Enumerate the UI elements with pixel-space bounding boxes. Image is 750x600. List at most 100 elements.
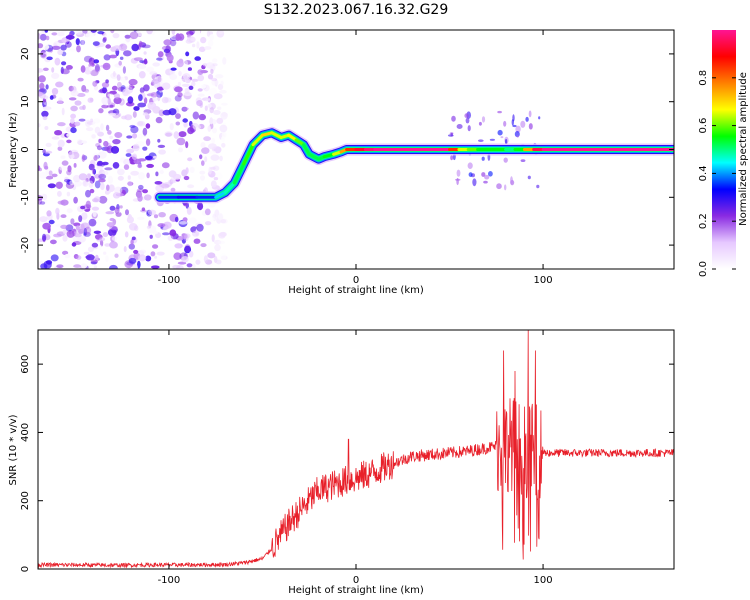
noise-speckle <box>512 124 517 128</box>
noise-speckle <box>66 133 71 137</box>
noise-speckle <box>195 30 201 36</box>
noise-speckle <box>177 261 187 265</box>
noise-speckle <box>144 194 152 201</box>
noise-speckle <box>467 162 473 169</box>
noise-speckle <box>90 69 99 77</box>
noise-speckle <box>61 30 67 33</box>
noise-speckle <box>504 184 507 191</box>
noise-speckle <box>196 223 204 232</box>
noise-speckle <box>213 110 221 115</box>
noise-speckle <box>51 173 58 178</box>
noise-speckle <box>152 230 159 235</box>
noise-speckle <box>520 159 526 163</box>
noise-speckle <box>456 124 463 129</box>
noise-speckle <box>99 88 108 93</box>
noise-speckle <box>497 129 503 136</box>
noise-speckle <box>169 229 177 237</box>
noise-speckle <box>200 142 206 149</box>
noise-speckle <box>503 120 507 127</box>
noise-speckle <box>152 244 159 249</box>
noise-speckle <box>197 93 205 97</box>
noise-speckle <box>219 124 228 133</box>
noise-speckle <box>481 116 486 123</box>
noise-speckle <box>89 188 95 194</box>
noise-speckle <box>197 202 204 211</box>
noise-speckle <box>145 155 153 160</box>
spectrogram-x-tick-label: 0 <box>353 275 359 286</box>
noise-speckle <box>48 219 55 225</box>
noise-speckle <box>451 115 456 122</box>
noise-speckle <box>133 106 140 111</box>
noise-speckle <box>189 120 193 127</box>
noise-speckle <box>93 265 98 269</box>
noise-speckle <box>132 263 138 269</box>
noise-speckle <box>215 74 224 79</box>
noise-speckle <box>124 114 133 121</box>
noise-speckle <box>91 206 100 211</box>
noise-speckle <box>113 93 120 99</box>
noise-speckle <box>129 124 136 128</box>
noise-speckle <box>174 243 183 249</box>
noise-speckle <box>73 174 81 183</box>
noise-speckle <box>204 208 211 216</box>
noise-speckle <box>45 84 49 90</box>
noise-speckle <box>125 209 129 216</box>
noise-speckle <box>197 69 204 75</box>
noise-speckle <box>88 57 96 66</box>
noise-speckle <box>39 33 47 41</box>
noise-speckle <box>55 81 64 88</box>
spectral-ridge-halo <box>153 126 674 204</box>
noise-speckle <box>204 46 212 50</box>
noise-speckle <box>143 58 148 65</box>
noise-speckle <box>111 85 118 91</box>
noise-speckle <box>127 175 131 180</box>
noise-speckle <box>105 124 110 132</box>
noise-speckle <box>100 123 104 131</box>
noise-speckle <box>91 168 96 175</box>
noise-speckle <box>456 169 461 177</box>
noise-speckle <box>86 127 94 132</box>
noise-speckle <box>61 160 69 166</box>
noise-speckle <box>181 83 191 87</box>
noise-speckle <box>77 77 84 82</box>
spectral-ridge-segment <box>214 191 227 199</box>
noise-speckle <box>450 155 453 161</box>
noise-speckle <box>214 209 220 218</box>
noise-speckle <box>211 137 216 144</box>
noise-speckle <box>118 60 122 66</box>
noise-speckle <box>66 230 75 238</box>
noise-speckle <box>65 65 73 70</box>
noise-speckle <box>184 245 192 254</box>
noise-speckle <box>162 232 170 236</box>
noise-speckle <box>100 239 104 247</box>
noise-speckle <box>41 193 48 201</box>
noise-speckle <box>172 173 182 180</box>
noise-speckle <box>157 94 161 102</box>
noise-speckle <box>57 190 62 197</box>
noise-speckle <box>81 140 88 144</box>
noise-speckle <box>169 73 178 80</box>
noise-speckle <box>146 229 151 233</box>
noise-speckle <box>145 123 151 129</box>
noise-speckle <box>55 181 63 189</box>
noise-speckle <box>210 154 220 161</box>
noise-speckle <box>157 144 166 148</box>
noise-speckle <box>70 105 78 112</box>
noise-speckle <box>98 108 104 114</box>
noise-speckle <box>70 127 77 134</box>
noise-speckle <box>42 115 48 121</box>
noise-speckle <box>102 37 107 43</box>
noise-speckle <box>92 210 97 217</box>
noise-speckle <box>119 56 124 60</box>
noise-speckle <box>88 180 94 188</box>
noise-speckle <box>78 215 83 223</box>
noise-speckle <box>164 206 173 211</box>
noise-speckle <box>85 200 91 209</box>
noise-speckle <box>152 62 160 67</box>
noise-speckle <box>42 98 47 103</box>
noise-speckle <box>92 152 99 160</box>
noise-speckle <box>138 40 143 47</box>
spectral-ridge-segment <box>223 181 236 194</box>
noise-speckle <box>68 198 73 204</box>
noise-speckle <box>41 233 47 242</box>
